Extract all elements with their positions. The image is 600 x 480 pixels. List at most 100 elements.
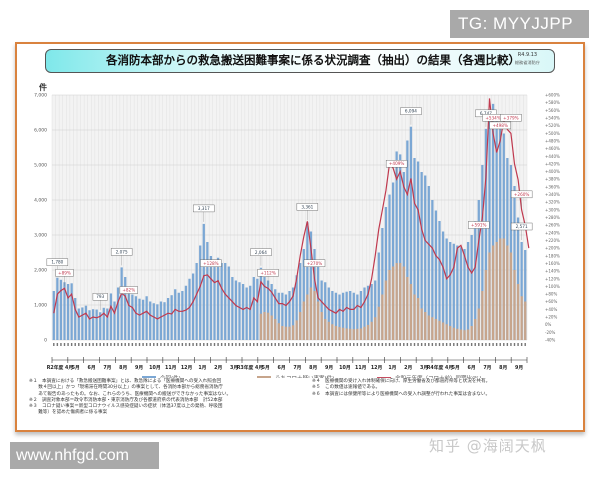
bar-total — [284, 294, 288, 340]
bar-covid — [409, 284, 413, 340]
bar-total — [81, 307, 84, 340]
bar-total — [116, 287, 120, 340]
bar-total — [224, 263, 227, 340]
bar-total — [206, 242, 209, 340]
bar-covid — [441, 322, 445, 340]
bar-covid — [434, 319, 438, 340]
bar-covid — [459, 329, 463, 340]
callout-text: +534% — [485, 115, 501, 120]
bar-total — [520, 242, 523, 340]
bar-total — [124, 277, 127, 340]
bar-total — [341, 292, 345, 340]
bar-covid — [520, 296, 523, 340]
bar-total — [127, 291, 130, 340]
bar-covid — [352, 329, 355, 340]
bar-covid — [391, 266, 395, 340]
bar-total — [381, 228, 384, 340]
y2-tick-label: +140% — [545, 269, 560, 274]
bar-total — [374, 280, 377, 340]
footnote-line: ※６ 本調査には保健所等により医療機関への受入れ調整が行われた事案は含まない。 — [312, 391, 491, 397]
x-month-label: 9月 — [515, 364, 523, 371]
bar-total — [274, 289, 277, 340]
bar-total — [95, 309, 98, 340]
y2-tick-label: +300% — [545, 207, 560, 212]
bar-covid — [274, 319, 277, 340]
bar-total — [399, 154, 402, 340]
bar-total — [174, 289, 177, 340]
bar-total — [52, 291, 55, 340]
bar-covid — [338, 327, 341, 340]
footnote-line: ※３ コロナ疑い事案＝新型コロナウイルス感染症疑いの症状（体温37度以上の発熱、… — [29, 404, 223, 410]
bar-total — [495, 116, 498, 340]
bar-covid — [288, 326, 291, 340]
footnote-line: ※５ この数値は速報値である。 — [312, 385, 381, 391]
bar-total — [291, 287, 295, 340]
bar-total — [277, 292, 280, 340]
bar-covid — [445, 324, 448, 340]
bar-total — [252, 277, 255, 340]
legend-label: 今回(件) — [160, 374, 181, 378]
bar-total — [199, 245, 202, 340]
bar-covid — [509, 252, 513, 340]
bar-total — [416, 161, 420, 340]
x-month-label: 10月 — [339, 364, 351, 371]
y2-tick-label: +440% — [545, 154, 560, 159]
bar-total — [245, 287, 248, 340]
bar-covid — [395, 263, 398, 340]
bar-covid — [463, 330, 466, 340]
bar-covid — [363, 326, 366, 340]
bar-total — [438, 221, 441, 340]
org-text: 総務省消防庁 — [514, 60, 540, 65]
y2-tick-label: +560% — [545, 108, 560, 113]
bar-total — [470, 235, 473, 340]
bar-covid — [431, 317, 434, 340]
bar-covid — [345, 328, 348, 340]
bar-total — [281, 292, 284, 340]
x-month-label: 3月 — [230, 364, 238, 371]
bar-total — [502, 133, 505, 340]
bar-covid — [481, 291, 484, 340]
bar-total — [474, 221, 477, 340]
bar-total — [231, 277, 234, 340]
legend-swatch — [257, 376, 271, 378]
bar-covid — [295, 320, 298, 340]
bar-total — [427, 186, 430, 340]
bar-total — [459, 247, 463, 340]
bar-total — [56, 277, 59, 340]
bar-covid — [359, 328, 363, 340]
bar-covid — [474, 319, 477, 340]
bar-covid — [413, 294, 416, 340]
bar-total — [184, 285, 188, 340]
bar-covid — [427, 315, 430, 340]
title-banner: 各消防本部からの救急搬送困難事案に係る状況調査（抽出）の結果（各週比較） R4.… — [45, 49, 555, 73]
x-month-label: 1月 — [388, 364, 396, 371]
bar-total — [377, 252, 380, 340]
y2-tick-label: +200% — [545, 246, 560, 251]
y2-tick-label: +260% — [545, 223, 560, 228]
bar-covid — [406, 277, 409, 340]
y-tick-label: 5,000 — [34, 163, 47, 169]
x-month-label: R4年度 4月 — [427, 364, 454, 371]
y2-tick-label: +500% — [545, 131, 560, 136]
bar-total — [70, 283, 73, 340]
bar-covid — [495, 242, 498, 340]
ratio-line — [53, 98, 530, 320]
bar-total — [249, 285, 252, 340]
y2-tick-label: -40% — [545, 338, 556, 343]
bar-total — [84, 305, 88, 340]
bar-covid — [491, 245, 495, 340]
bar-total — [134, 296, 138, 340]
bar-total — [420, 172, 423, 340]
y2-tick-label: +420% — [545, 161, 560, 166]
callout-text: 3,317 — [198, 206, 210, 211]
site-url-label: www.nhfgd.com — [10, 442, 159, 469]
bar-total — [138, 298, 141, 340]
callout-text: +128% — [203, 261, 219, 266]
bar-covid — [488, 252, 491, 340]
bar-total — [74, 298, 77, 340]
bar-total — [77, 308, 80, 340]
y2-tick-label: +180% — [545, 253, 560, 258]
footnote-line: ※４ 医療機関の受け入れ体制確保に向け、厚生労働省及び都道府県等と状況を共有。 — [312, 379, 491, 384]
bar-covid — [499, 238, 502, 340]
